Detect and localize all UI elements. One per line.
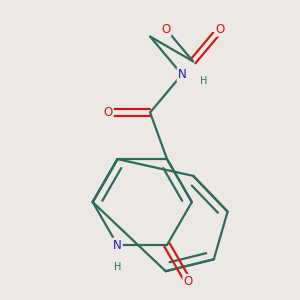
Text: H: H: [114, 262, 121, 272]
Text: H: H: [200, 76, 207, 86]
Text: CH₃: CH₃: [192, 0, 213, 2]
Text: O: O: [103, 106, 113, 119]
Text: O: O: [161, 22, 171, 35]
Text: N: N: [178, 68, 186, 81]
Text: O: O: [215, 23, 225, 36]
Text: N: N: [113, 238, 122, 251]
Text: O: O: [183, 275, 193, 288]
